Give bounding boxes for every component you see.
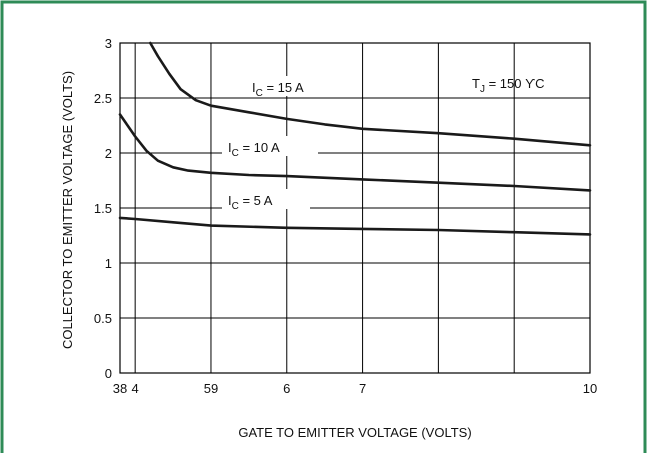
y-tick-label: 2.5 (94, 91, 112, 106)
x-tick-label: 10 (583, 381, 597, 396)
x-tick-label: 6 (283, 381, 290, 396)
y-tick-label: 0 (105, 366, 112, 381)
series-line-2 (118, 216, 592, 236)
chart-grid (119, 42, 591, 374)
x-tick-label: 59 (204, 381, 218, 396)
series-line-1 (118, 113, 592, 192)
y-tick-label: 3 (105, 36, 112, 51)
x-tick-label: 38 (113, 381, 127, 396)
y-tick-label: 1 (105, 256, 112, 271)
y-tick-label: 2 (105, 146, 112, 161)
series-line-0 (149, 41, 592, 147)
x-tick-label: 4 (132, 381, 139, 396)
y-tick-label: 0.5 (94, 311, 112, 326)
temperature-annotation: TJ = 150 ϒC (472, 76, 545, 95)
x-tick-label: 7 (359, 381, 366, 396)
y-tick-label: 1.5 (94, 201, 112, 216)
x-axis-title: GATE TO EMITTER VOLTAGE (VOLTS) (238, 425, 471, 440)
y-axis-title: COLLECTOR TO EMITTER VOLTAGE (VOLTS) (60, 71, 75, 349)
chart-curves (118, 41, 592, 236)
